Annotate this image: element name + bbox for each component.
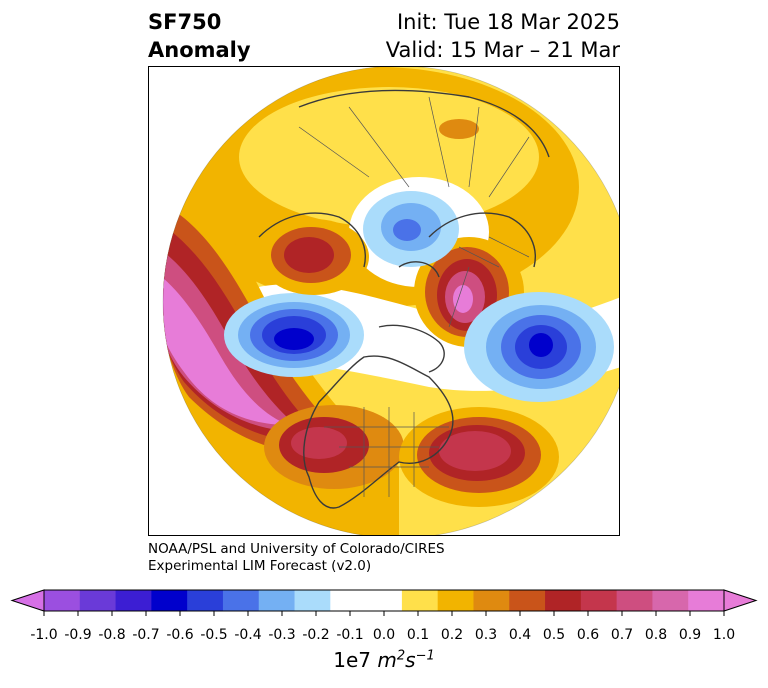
colorbar-tick-label: -1.0 <box>30 627 58 643</box>
colorbar-cell <box>580 590 618 611</box>
unit-m: m <box>377 648 397 672</box>
colorbar-tick-label: 0.5 <box>542 627 566 643</box>
colorbar-unit: 1e7 m2s−1 <box>333 648 434 672</box>
colorbar-cell <box>437 590 474 611</box>
colorbar-tick-label: -0.4 <box>234 627 262 643</box>
unit-s-exp: −1 <box>415 648 435 664</box>
colorbar-cell <box>545 590 582 611</box>
forecast-dates: Init: Tue 18 Mar 2025 Valid: 15 Mar – 21… <box>386 8 620 64</box>
colorbar-cell <box>509 590 546 611</box>
anomaly-field <box>163 67 619 535</box>
colorbar <box>10 589 758 616</box>
colorbar-cell <box>151 590 188 611</box>
credit-line2: Experimental LIM Forecast (v2.0) <box>148 558 372 574</box>
colorbar-cell <box>330 590 367 611</box>
colorbar-tick-label: -0.1 <box>336 627 364 643</box>
colorbar-ticks <box>43 611 725 616</box>
colorbar-cell <box>258 590 296 611</box>
colorbar-tick-label: 0.1 <box>406 627 430 643</box>
colorbar-cell <box>187 590 224 611</box>
colorbar-cell <box>115 590 152 611</box>
colorbar-tick-label: 0.7 <box>610 627 634 643</box>
colorbar-cell <box>44 590 81 611</box>
colorbar-under-arrow <box>10 589 45 612</box>
unit-base: 1e7 <box>333 648 372 672</box>
credit-line1: NOAA/PSL and University of Colorado/CIRE… <box>148 541 445 557</box>
map-panel <box>148 66 620 536</box>
colorbar-cell <box>79 590 117 611</box>
colorbar-tick-label: -0.7 <box>132 627 160 643</box>
colorbar-cell <box>294 590 331 611</box>
colorbar-cell <box>366 590 403 611</box>
colorbar-cell <box>222 590 260 611</box>
borders <box>298 96 530 497</box>
colorbar-tick-label: -0.9 <box>64 627 92 643</box>
colorbar-over-arrow <box>723 589 758 612</box>
coastlines <box>258 89 550 509</box>
colorbar-tick-label: 0.2 <box>440 627 464 643</box>
colorbar-tick-label: -0.2 <box>302 627 330 643</box>
unit-m-exp: 2 <box>396 648 406 664</box>
colorbar-tick-label: -0.3 <box>268 627 296 643</box>
unit-s: s <box>405 648 416 672</box>
colorbar-tick-label: 0.3 <box>474 627 498 643</box>
colorbar-cell <box>616 590 653 611</box>
colorbar-tick-label: 0.9 <box>678 627 702 643</box>
colorbar-cell <box>473 590 510 611</box>
colorbar-cell <box>688 590 725 611</box>
init-date: Init: Tue 18 Mar 2025 <box>396 10 620 34</box>
colorbar-cell <box>652 590 689 611</box>
colorbar-tick-label: -0.5 <box>200 627 228 643</box>
colorbar-tick-label: -0.8 <box>98 627 126 643</box>
plot-title: SF750 Anomaly <box>148 8 251 64</box>
colorbar-tick-label: 1.0 <box>712 627 736 643</box>
colorbar-tick-label: 0.6 <box>576 627 600 643</box>
title-variable: SF750 <box>148 10 222 34</box>
colorbar-tick-label: 0.4 <box>508 627 532 643</box>
anomaly-map <box>162 67 619 535</box>
valid-range: Valid: 15 Mar – 21 Mar <box>385 38 620 62</box>
colorbar-cells <box>44 590 725 611</box>
credit-text: NOAA/PSL and University of Colorado/CIRE… <box>148 541 445 575</box>
colorbar-cell <box>401 590 439 611</box>
colorbar-tick-label: 0.8 <box>644 627 668 643</box>
colorbar-tick-label: 0.0 <box>372 627 396 643</box>
colorbar-tick-label: -0.6 <box>166 627 194 643</box>
title-anomaly: Anomaly <box>148 38 251 62</box>
